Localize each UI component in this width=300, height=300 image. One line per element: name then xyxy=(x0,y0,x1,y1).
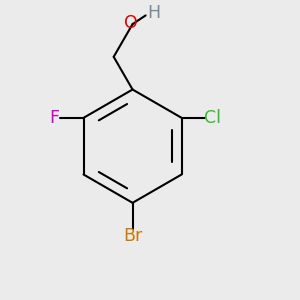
Text: Cl: Cl xyxy=(204,109,220,127)
Text: Br: Br xyxy=(123,227,142,245)
Text: H: H xyxy=(147,4,160,22)
Text: F: F xyxy=(49,109,59,127)
Text: O: O xyxy=(124,14,138,32)
